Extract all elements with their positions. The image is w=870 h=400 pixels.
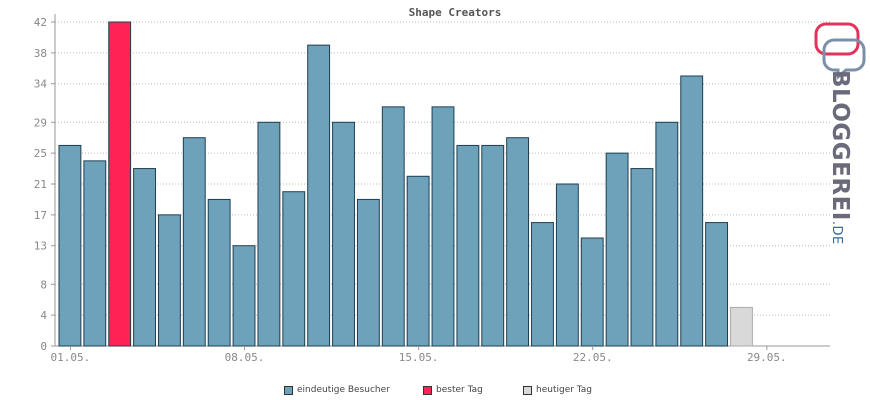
bar [381,106,405,347]
y-tick-label: 13 [34,240,47,253]
bar [456,144,480,347]
y-tick-label: 8 [40,278,47,291]
bloggerei-logo-text: BLOGGEREI.DE [827,70,853,245]
y-tick-label: 0 [40,340,47,353]
bar [605,152,629,347]
y-tick-label: 17 [34,209,47,222]
y-tick-label: 34 [34,78,48,91]
legend-label-visitors: eindeutige Besucher [297,385,390,395]
bar [630,168,654,347]
bar [356,198,380,347]
chart-title: Shape Creators [409,6,502,19]
x-tick-label: 29.05. [747,351,787,364]
bar [531,222,554,347]
bar [680,75,704,347]
bar [282,191,306,347]
bar [655,121,679,347]
x-tick-label: 08.05. [225,351,265,364]
legend-label-best-day: bester Tag [436,385,483,395]
bar [157,214,181,347]
bar [730,306,753,347]
x-tick-label: 22.05. [573,351,613,364]
chart-legend: eindeutige Besucher bester Tag heutiger … [0,385,870,399]
bar [506,137,530,347]
y-tick-label: 25 [34,147,47,160]
legend-swatch-visitors [284,385,293,395]
bar [332,121,355,347]
bar [555,183,579,347]
bar [257,121,281,347]
bar [58,144,82,347]
legend-item-visitors: eindeutige Besucher [284,385,390,395]
bar [580,237,604,347]
x-tick-label: 15.05. [399,351,439,364]
logo-text-main: BLOGGEREI [827,70,853,221]
legend-swatch-best-day [423,385,432,395]
y-tick-label: 42 [34,16,47,29]
bloggerei-logo [812,18,870,218]
logo-text-suffix: .DE [829,220,844,245]
legend-label-today: heutiger Tag [536,385,593,395]
y-tick-label: 29 [34,116,47,129]
y-tick-label: 4 [40,309,47,322]
bar [307,44,331,347]
y-tick-label: 21 [34,178,47,191]
legend-item-best-day: bester Tag [423,385,483,395]
bar [207,198,231,347]
bar [232,245,256,347]
x-tick-label: 01.05. [51,351,91,364]
legend-item-today: heutiger Tag [523,385,592,395]
bar [182,137,206,347]
bar [133,168,156,347]
bar [108,21,132,347]
legend-swatch-today [523,385,532,395]
bar [431,106,455,347]
y-tick-label: 38 [34,47,47,60]
bar [83,160,107,347]
bar [481,144,505,347]
bar [406,175,430,347]
bloggerei-logo-icon [814,22,866,81]
bar [705,222,729,347]
